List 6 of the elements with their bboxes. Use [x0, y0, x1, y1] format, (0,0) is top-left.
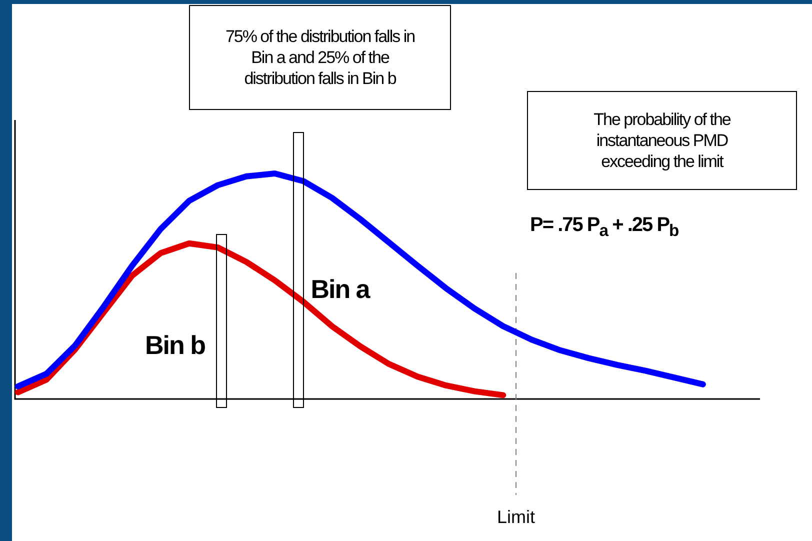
text: The probability of the instantaneous PMD exceeding the limit: [592, 108, 732, 172]
annotation: Bin a: [310, 274, 370, 304]
annotation: P= .75 P$_{a}$ + .25 P$_{b}$: [530, 214, 678, 240]
text: Limit: [496, 506, 536, 527]
text: 75% of the distribution falls in Bin a and 25% of the distribution falls in Bin b: [224, 26, 416, 90]
annotation: Bin b: [145, 330, 205, 360]
